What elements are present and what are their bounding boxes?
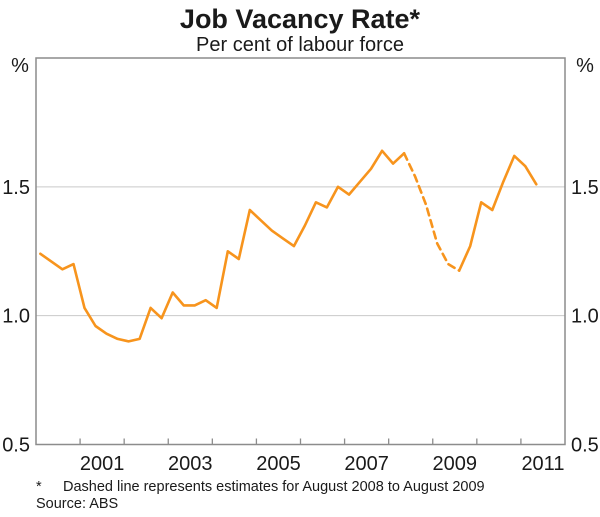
x-axis-label-2005: 2005 xyxy=(256,453,301,475)
x-axis-label-2003: 2003 xyxy=(168,453,213,475)
y-axis-label-left-1.5: 1.5 xyxy=(2,177,30,199)
unit-label-right: % xyxy=(576,55,594,77)
x-axis-label-2001: 2001 xyxy=(80,453,125,475)
x-axis-label-2009: 2009 xyxy=(433,453,478,475)
y-axis-label-right-0.5: 0.5 xyxy=(571,435,599,457)
footnote-asterisk: * xyxy=(36,479,42,495)
data-line-job-vacancy-rate-actual-from-aug-2009 xyxy=(457,154,538,272)
chart-subtitle: Per cent of labour force xyxy=(196,34,404,56)
footnote: * Dashed line represents estimates for Au… xyxy=(36,479,596,496)
footnote-text: Dashed line represents estimates for Aug… xyxy=(63,479,485,495)
data-line-job-vacancy-rate-estimates-aug2008-aug2009 xyxy=(402,152,461,272)
y-axis-label-right-1.0: 1.0 xyxy=(571,306,599,328)
unit-label-left: % xyxy=(11,55,29,77)
source-note: Source: ABS xyxy=(36,496,119,512)
x-axis-label-2007: 2007 xyxy=(344,453,389,475)
plot-frame xyxy=(35,57,566,446)
x-axis-label-2011: 2011 xyxy=(521,453,564,475)
y-axis-label-right-1.5: 1.5 xyxy=(571,177,599,199)
chart-title: Job Vacancy Rate* xyxy=(179,4,421,34)
y-axis-label-left-0.5: 0.5 xyxy=(2,435,30,457)
data-line-job-vacancy-rate-actual-to-may-2008 xyxy=(39,149,406,343)
y-axis-label-left-1.0: 1.0 xyxy=(2,306,30,328)
